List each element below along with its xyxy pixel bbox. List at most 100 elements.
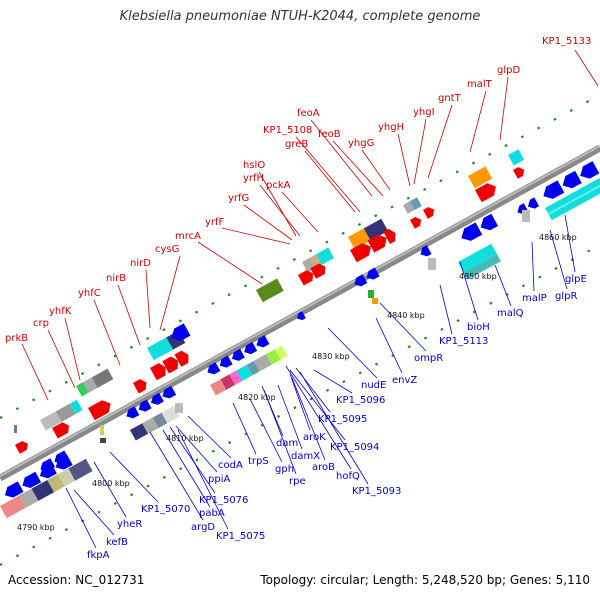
gene-label-KP1_5096: KP1_5096 — [336, 395, 385, 406]
leader-line — [574, 49, 599, 87]
leader-line — [159, 255, 181, 331]
gene-label-yrfF: yrfF — [205, 217, 225, 228]
gene-label-KP1_5070: KP1_5070 — [141, 504, 190, 515]
gene-label-KP1_5113: KP1_5113 — [439, 336, 488, 347]
leader-line — [221, 227, 291, 245]
reverse-genes — [4, 161, 600, 498]
gene-label-prkB: prkB — [5, 333, 28, 344]
gene-label-KP1_5133: KP1_5133 — [542, 36, 591, 47]
leader-line — [169, 426, 216, 494]
gene-label-yrfH: yrfH — [243, 173, 264, 184]
leader-line — [285, 365, 352, 470]
leader-line — [187, 415, 232, 459]
gene-label-nudE: nudE — [361, 380, 386, 391]
gene-label-codA: codA — [218, 460, 243, 471]
leader-line — [258, 171, 297, 237]
leader-line — [459, 261, 479, 321]
top-gene-labels: prkB crp yhfK yhfC nirB nirD cysG mrcA y… — [5, 36, 591, 344]
gene-label-glpD: glpD — [497, 65, 520, 76]
gene-label-envZ: envZ — [392, 375, 417, 386]
gene-label-yhfK: yhfK — [49, 306, 72, 317]
gene-label-kefB: kefB — [106, 537, 128, 548]
gene-label-KP1_5094: KP1_5094 — [330, 442, 379, 453]
leader-line — [289, 373, 311, 431]
leader-line — [379, 302, 427, 352]
gene-label-nirB: nirB — [106, 273, 126, 284]
gene-label-pabA: pabA — [199, 508, 225, 519]
gene-label-hslO: hslO — [243, 160, 265, 171]
leader-line — [427, 104, 453, 179]
gene-label-aroB: aroB — [312, 462, 335, 473]
gene-label-cysG: cysG — [155, 244, 179, 255]
gene-label-glpR: glpR — [555, 291, 577, 302]
gene-label-aroK: aroK — [303, 432, 326, 443]
cds-track — [0, 149, 600, 519]
gene-label-yhgG: yhgG — [348, 138, 374, 149]
gene-label-mrcA: mrcA — [175, 231, 201, 242]
leader-line — [361, 149, 391, 191]
leader-line — [232, 402, 257, 455]
leader-line — [299, 371, 369, 485]
leader-line — [413, 118, 427, 185]
gene-label-KP1_5075: KP1_5075 — [216, 531, 265, 542]
guide-dots — [0, 94, 600, 566]
leader-line — [175, 425, 218, 473]
gene-label-KP1_5108: KP1_5108 — [263, 125, 312, 136]
leader-line — [64, 317, 81, 381]
bottom-gene-labels: fkpA kefB yheR KP1_5070 argD pabA KP1_50… — [87, 274, 587, 561]
leader-line — [304, 150, 356, 213]
gene-label-feoB: feoB — [318, 129, 341, 140]
leader-line — [197, 241, 263, 285]
leader-line — [117, 284, 141, 346]
leader-line — [281, 191, 319, 233]
gene-label-yheR: yheR — [117, 519, 142, 530]
gene-label-ppiA: ppiA — [208, 474, 230, 485]
tick-label: 4840 kbp — [387, 311, 425, 320]
tick-label: 4820 kbp — [238, 393, 276, 402]
leader-line — [21, 343, 49, 401]
gene-label-trpS: trpS — [248, 456, 269, 467]
tick-label: 4790 kbp — [17, 523, 55, 532]
gene-label-KP1_5095: KP1_5095 — [318, 414, 367, 425]
genome-summary-label: Topology: circular; Length: 5,248,520 bp… — [260, 573, 590, 587]
leader-line — [291, 377, 326, 461]
leader-line — [499, 76, 509, 141]
gene-label-nirD: nirD — [130, 258, 151, 269]
leader-line — [259, 184, 301, 237]
gene-label-hofQ: hofQ — [336, 471, 360, 482]
gene-label-pckA: pckA — [266, 180, 291, 191]
gene-label-KP1_5076: KP1_5076 — [199, 495, 248, 506]
leader-line — [47, 329, 76, 389]
leader-line — [261, 385, 284, 437]
gene-label-gph: gph — [275, 464, 294, 475]
gene-label-feoA: feoA — [297, 108, 320, 119]
gene-label-malT: malT — [467, 79, 493, 90]
leader-line — [177, 429, 229, 530]
leader-line — [332, 140, 384, 197]
leader-line — [93, 299, 121, 366]
leader-line — [313, 369, 353, 394]
leader-line — [375, 317, 403, 374]
gene-label-greB: greB — [285, 139, 308, 150]
leader-line — [145, 269, 151, 329]
tick-label: 4830 kbp — [312, 352, 350, 361]
leader-line — [249, 398, 283, 463]
gene-label-glpE: glpE — [565, 274, 587, 285]
gene-label-KP1_5093: KP1_5093 — [352, 486, 401, 497]
leader-line — [73, 489, 115, 536]
leader-line — [564, 214, 576, 273]
gene-label-dam: dam — [276, 438, 298, 449]
forward-genes — [15, 167, 525, 454]
gene-label-yhfC: yhfC — [78, 288, 101, 299]
gene-label-gntT: gntT — [438, 93, 462, 104]
gene-label-fkpA: fkpA — [87, 550, 110, 561]
gene-label-argD: argD — [191, 522, 215, 533]
gene-label-malQ: malQ — [497, 308, 524, 319]
label-leaders — [21, 49, 599, 549]
gene-label-crp: crp — [33, 318, 49, 329]
gene-label-rpe: rpe — [289, 476, 306, 487]
gene-label-malP: malP — [522, 293, 547, 304]
tick-label: 4860 kbp — [539, 233, 577, 242]
leader-line — [549, 229, 568, 290]
